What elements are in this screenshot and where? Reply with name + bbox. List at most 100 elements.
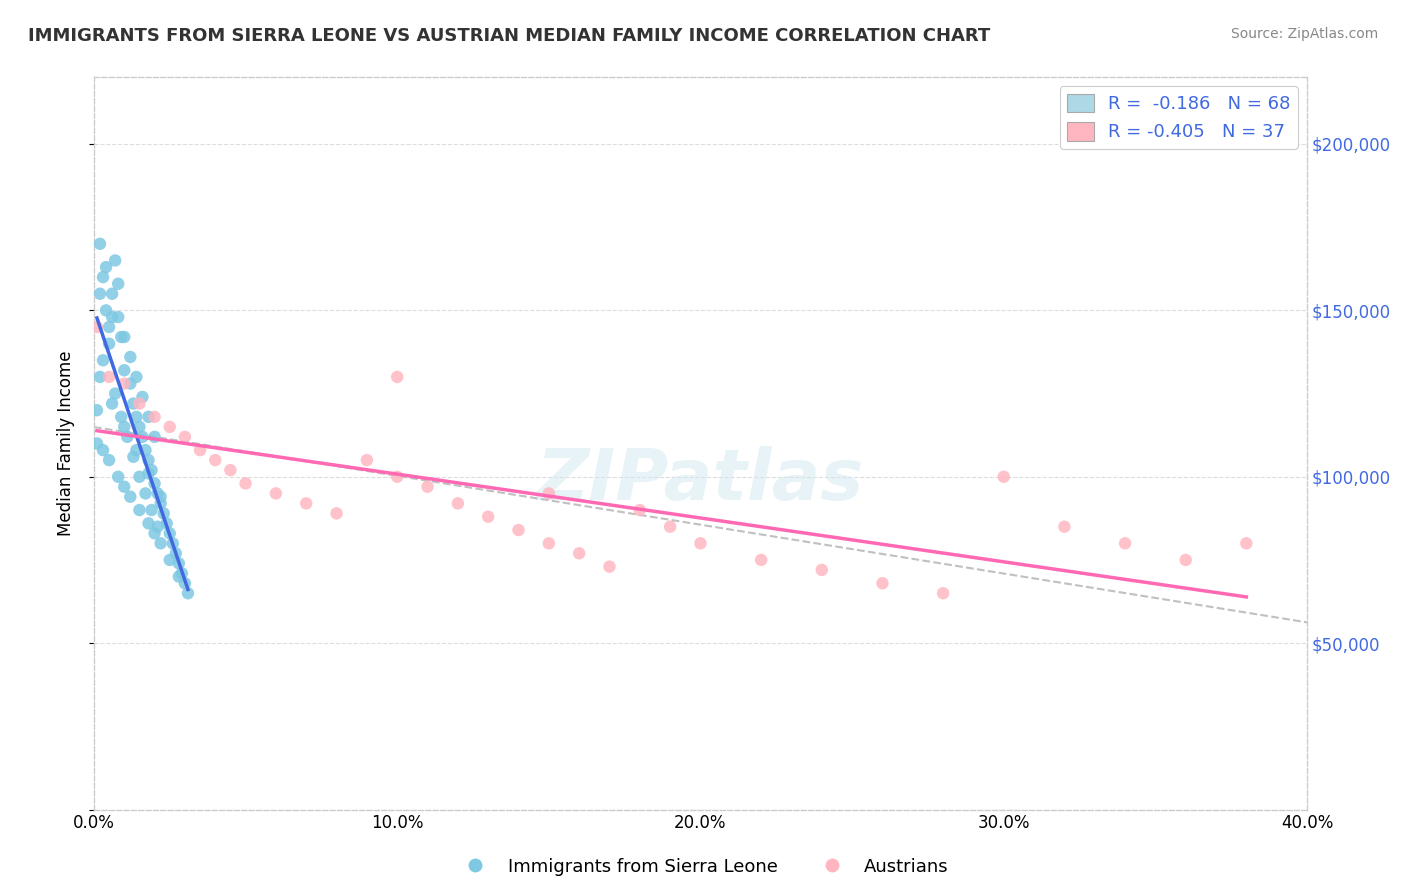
Point (120, 350, 142, 364)
Point (89, 286, 111, 301)
Legend: Immigrants from Sierra Leone, Austrians: Immigrants from Sierra Leone, Austrians (450, 851, 956, 883)
Point (104, 253, 127, 268)
Point (749, 553, 772, 567)
Point (1234, 536, 1257, 550)
Point (91, 443, 114, 458)
Point (120, 490, 142, 504)
Point (568, 546, 591, 560)
Point (204, 453, 226, 467)
Point (537, 486, 560, 500)
Point (110, 330, 132, 344)
Point (167, 556, 190, 570)
Point (993, 469, 1015, 483)
Point (86, 403, 108, 417)
Point (107, 469, 129, 483)
Point (264, 486, 287, 500)
Point (131, 430, 153, 444)
Text: Source: ZipAtlas.com: Source: ZipAtlas.com (1230, 27, 1378, 41)
Point (101, 396, 124, 410)
Point (689, 536, 711, 550)
Point (112, 363, 135, 377)
Point (325, 507, 347, 521)
Point (143, 476, 166, 491)
Point (125, 370, 148, 384)
Point (165, 546, 187, 560)
Point (125, 409, 148, 424)
Point (628, 503, 651, 517)
Point (143, 430, 166, 444)
Point (235, 476, 257, 491)
Point (112, 480, 135, 494)
Point (1174, 553, 1197, 567)
Point (134, 486, 156, 500)
Point (91, 353, 114, 368)
Point (1053, 519, 1076, 533)
Point (107, 277, 129, 291)
Point (177, 586, 200, 600)
Point (872, 576, 894, 591)
Point (122, 450, 145, 464)
Point (138, 516, 160, 531)
Point (89, 236, 111, 251)
Point (162, 536, 184, 550)
Point (159, 553, 181, 567)
Point (128, 396, 150, 410)
Point (156, 516, 179, 531)
Point (101, 286, 124, 301)
Point (98, 320, 121, 334)
Point (112, 420, 135, 434)
Point (138, 409, 160, 424)
Point (131, 390, 153, 404)
Point (174, 576, 197, 591)
Point (117, 430, 139, 444)
Point (122, 396, 145, 410)
Point (143, 526, 166, 541)
Point (159, 526, 181, 541)
Point (112, 376, 135, 391)
Point (149, 536, 172, 550)
Point (149, 490, 172, 504)
Point (810, 563, 832, 577)
Point (447, 496, 470, 510)
Point (110, 409, 132, 424)
Point (128, 420, 150, 434)
Point (89, 370, 111, 384)
Point (141, 503, 163, 517)
Point (86, 436, 108, 450)
Point (152, 507, 174, 521)
Point (159, 420, 181, 434)
Point (94, 303, 117, 318)
Point (146, 519, 169, 533)
Point (143, 409, 166, 424)
Point (659, 519, 682, 533)
Point (387, 469, 409, 483)
Point (387, 370, 409, 384)
Y-axis label: Median Family Income: Median Family Income (58, 351, 75, 536)
Point (101, 310, 124, 324)
Text: ZIPatlas: ZIPatlas (537, 446, 865, 515)
Point (1114, 536, 1136, 550)
Point (98, 336, 121, 351)
Point (98, 370, 121, 384)
Point (128, 503, 150, 517)
Point (174, 430, 197, 444)
Text: IMMIGRANTS FROM SIERRA LEONE VS AUSTRIAN MEDIAN FAMILY INCOME CORRELATION CHART: IMMIGRANTS FROM SIERRA LEONE VS AUSTRIAN… (28, 27, 990, 45)
Point (508, 523, 530, 537)
Point (138, 453, 160, 467)
Point (219, 463, 242, 477)
Legend: R =  -0.186   N = 68, R = -0.405   N = 37: R = -0.186 N = 68, R = -0.405 N = 37 (1060, 87, 1298, 149)
Point (86, 320, 108, 334)
Point (477, 509, 499, 524)
Point (94, 260, 117, 274)
Point (598, 559, 620, 574)
Point (149, 496, 172, 510)
Point (112, 330, 135, 344)
Point (138, 467, 160, 481)
Point (141, 463, 163, 477)
Point (146, 486, 169, 500)
Point (134, 443, 156, 458)
Point (91, 270, 114, 285)
Point (125, 443, 148, 458)
Point (120, 376, 142, 391)
Point (170, 566, 193, 581)
